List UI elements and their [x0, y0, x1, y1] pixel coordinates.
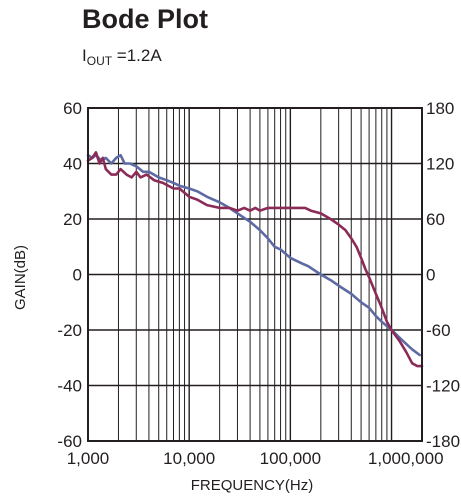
y2-tick-label: 60	[426, 210, 445, 229]
grid-lines	[88, 108, 422, 441]
y-tick-label: -40	[57, 377, 82, 396]
x-axis-label: FREQUENCY(Hz)	[191, 477, 314, 494]
tick-labels: 6040200-20-40-60180120600-60-120-1801,00…	[57, 99, 460, 468]
chart-subtitle: IOUT =1.2A	[82, 46, 162, 68]
y2-tick-label: 180	[426, 99, 454, 118]
subtitle-current-subscript: OUT	[86, 54, 113, 68]
y2-tick-label: -60	[426, 321, 451, 340]
y2-tick-label: -120	[426, 377, 460, 396]
series-line-1	[86, 153, 421, 357]
y-tick-label: -60	[57, 432, 82, 451]
y-tick-label: 60	[63, 99, 82, 118]
y2-tick-label: 0	[426, 266, 435, 285]
x-tick-label: 10,000	[163, 449, 215, 468]
subtitle-current-value: =1.2A	[112, 46, 162, 65]
series-line-2	[86, 151, 424, 368]
y2-tick-label: 120	[426, 155, 454, 174]
y-tick-label: 0	[73, 266, 82, 285]
y-tick-label: -20	[57, 321, 82, 340]
chart-title: Bode Plot	[82, 4, 208, 34]
x-tick-label: 1,000,000	[368, 449, 444, 468]
x-tick-label: 100,000	[260, 449, 321, 468]
series-lines	[86, 151, 424, 368]
plot-frame	[87, 107, 423, 442]
subtitle-current-symbol: I	[82, 46, 87, 65]
x-tick-label: 1,000	[67, 449, 110, 468]
y2-tick-label: -180	[426, 432, 460, 451]
y-tick-label: 20	[63, 210, 82, 229]
y-axis-label: GAIN(dB)	[12, 245, 29, 310]
y-tick-label: 40	[63, 155, 82, 174]
